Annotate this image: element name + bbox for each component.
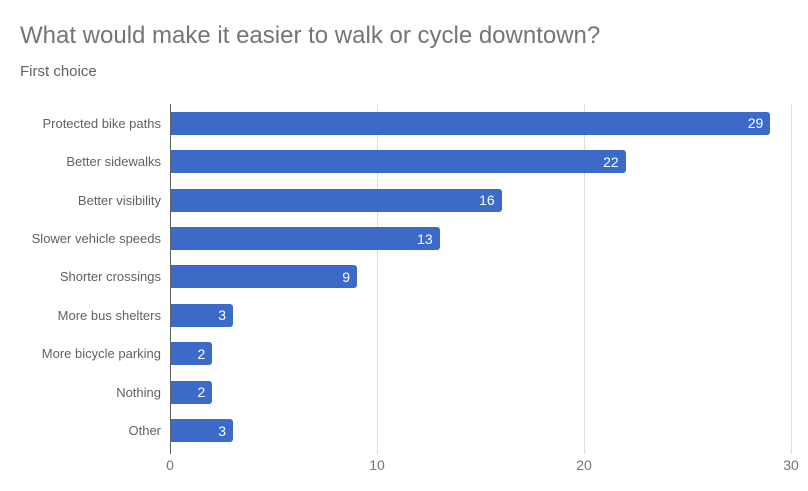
bar: 3 (171, 419, 233, 443)
bar-row: 16 (171, 181, 791, 219)
bar-row: 9 (171, 258, 791, 296)
bar-row: 29 (171, 104, 791, 142)
bar-row: 3 (171, 296, 791, 334)
bar-series: 29 22 16 13 9 3 2 2 3 (171, 104, 791, 450)
category-label: Shorter crossings (59, 269, 161, 285)
bar-value-label: 2 (197, 384, 206, 401)
bar: 9 (171, 265, 357, 289)
x-tick-label: 30 (783, 457, 799, 473)
bar: 2 (171, 342, 213, 366)
gridline-20 (584, 104, 585, 454)
bar-value-label: 29 (747, 115, 764, 132)
bar: 2 (171, 380, 213, 404)
category-label: Protected bike paths (42, 115, 161, 131)
bar-value-label: 2 (197, 345, 206, 362)
bar-value-label: 13 (417, 230, 433, 247)
bar: 16 (171, 188, 502, 212)
category-label: Nothing (116, 384, 161, 400)
plot-area: 29 22 16 13 9 3 2 2 3 (170, 104, 792, 454)
category-label: Other (128, 423, 161, 439)
category-label: Slower vehicle speeds (31, 231, 161, 247)
chart-subtitle: First choice (20, 63, 97, 80)
bar-row: 22 (171, 142, 791, 180)
bar-value-label: 9 (342, 268, 350, 285)
bar-value-label: 22 (603, 153, 619, 170)
bar: 22 (171, 150, 626, 174)
bar-value-label: 16 (479, 192, 495, 209)
bar-row: 3 (171, 412, 791, 450)
category-label: More bicycle parking (41, 346, 161, 362)
category-axis: Protected bike paths Better sidewalks Bett… (0, 104, 161, 450)
x-tick-label: 20 (576, 457, 592, 473)
bar-row: 2 (171, 373, 791, 411)
x-axis: 0 10 20 30 (166, 457, 799, 478)
gridline-10 (377, 104, 378, 454)
bar-value-label: 3 (218, 422, 226, 439)
x-tick-label: 10 (369, 457, 385, 473)
x-tick-label: 0 (166, 457, 174, 473)
bar: 29 (171, 111, 771, 135)
bar-row: 13 (171, 219, 791, 257)
bar-row: 2 (171, 335, 791, 373)
category-label: Better visibility (77, 192, 161, 208)
bar-value-label: 3 (218, 307, 226, 324)
category-label: Better sidewalks (66, 154, 161, 170)
gridline-30 (791, 104, 792, 454)
bar: 3 (171, 303, 233, 327)
y-axis-line (170, 104, 171, 454)
chart-title: What would make it easier to walk or cyc… (20, 22, 601, 49)
bar: 13 (171, 227, 440, 251)
category-label: More bus shelters (57, 307, 161, 323)
